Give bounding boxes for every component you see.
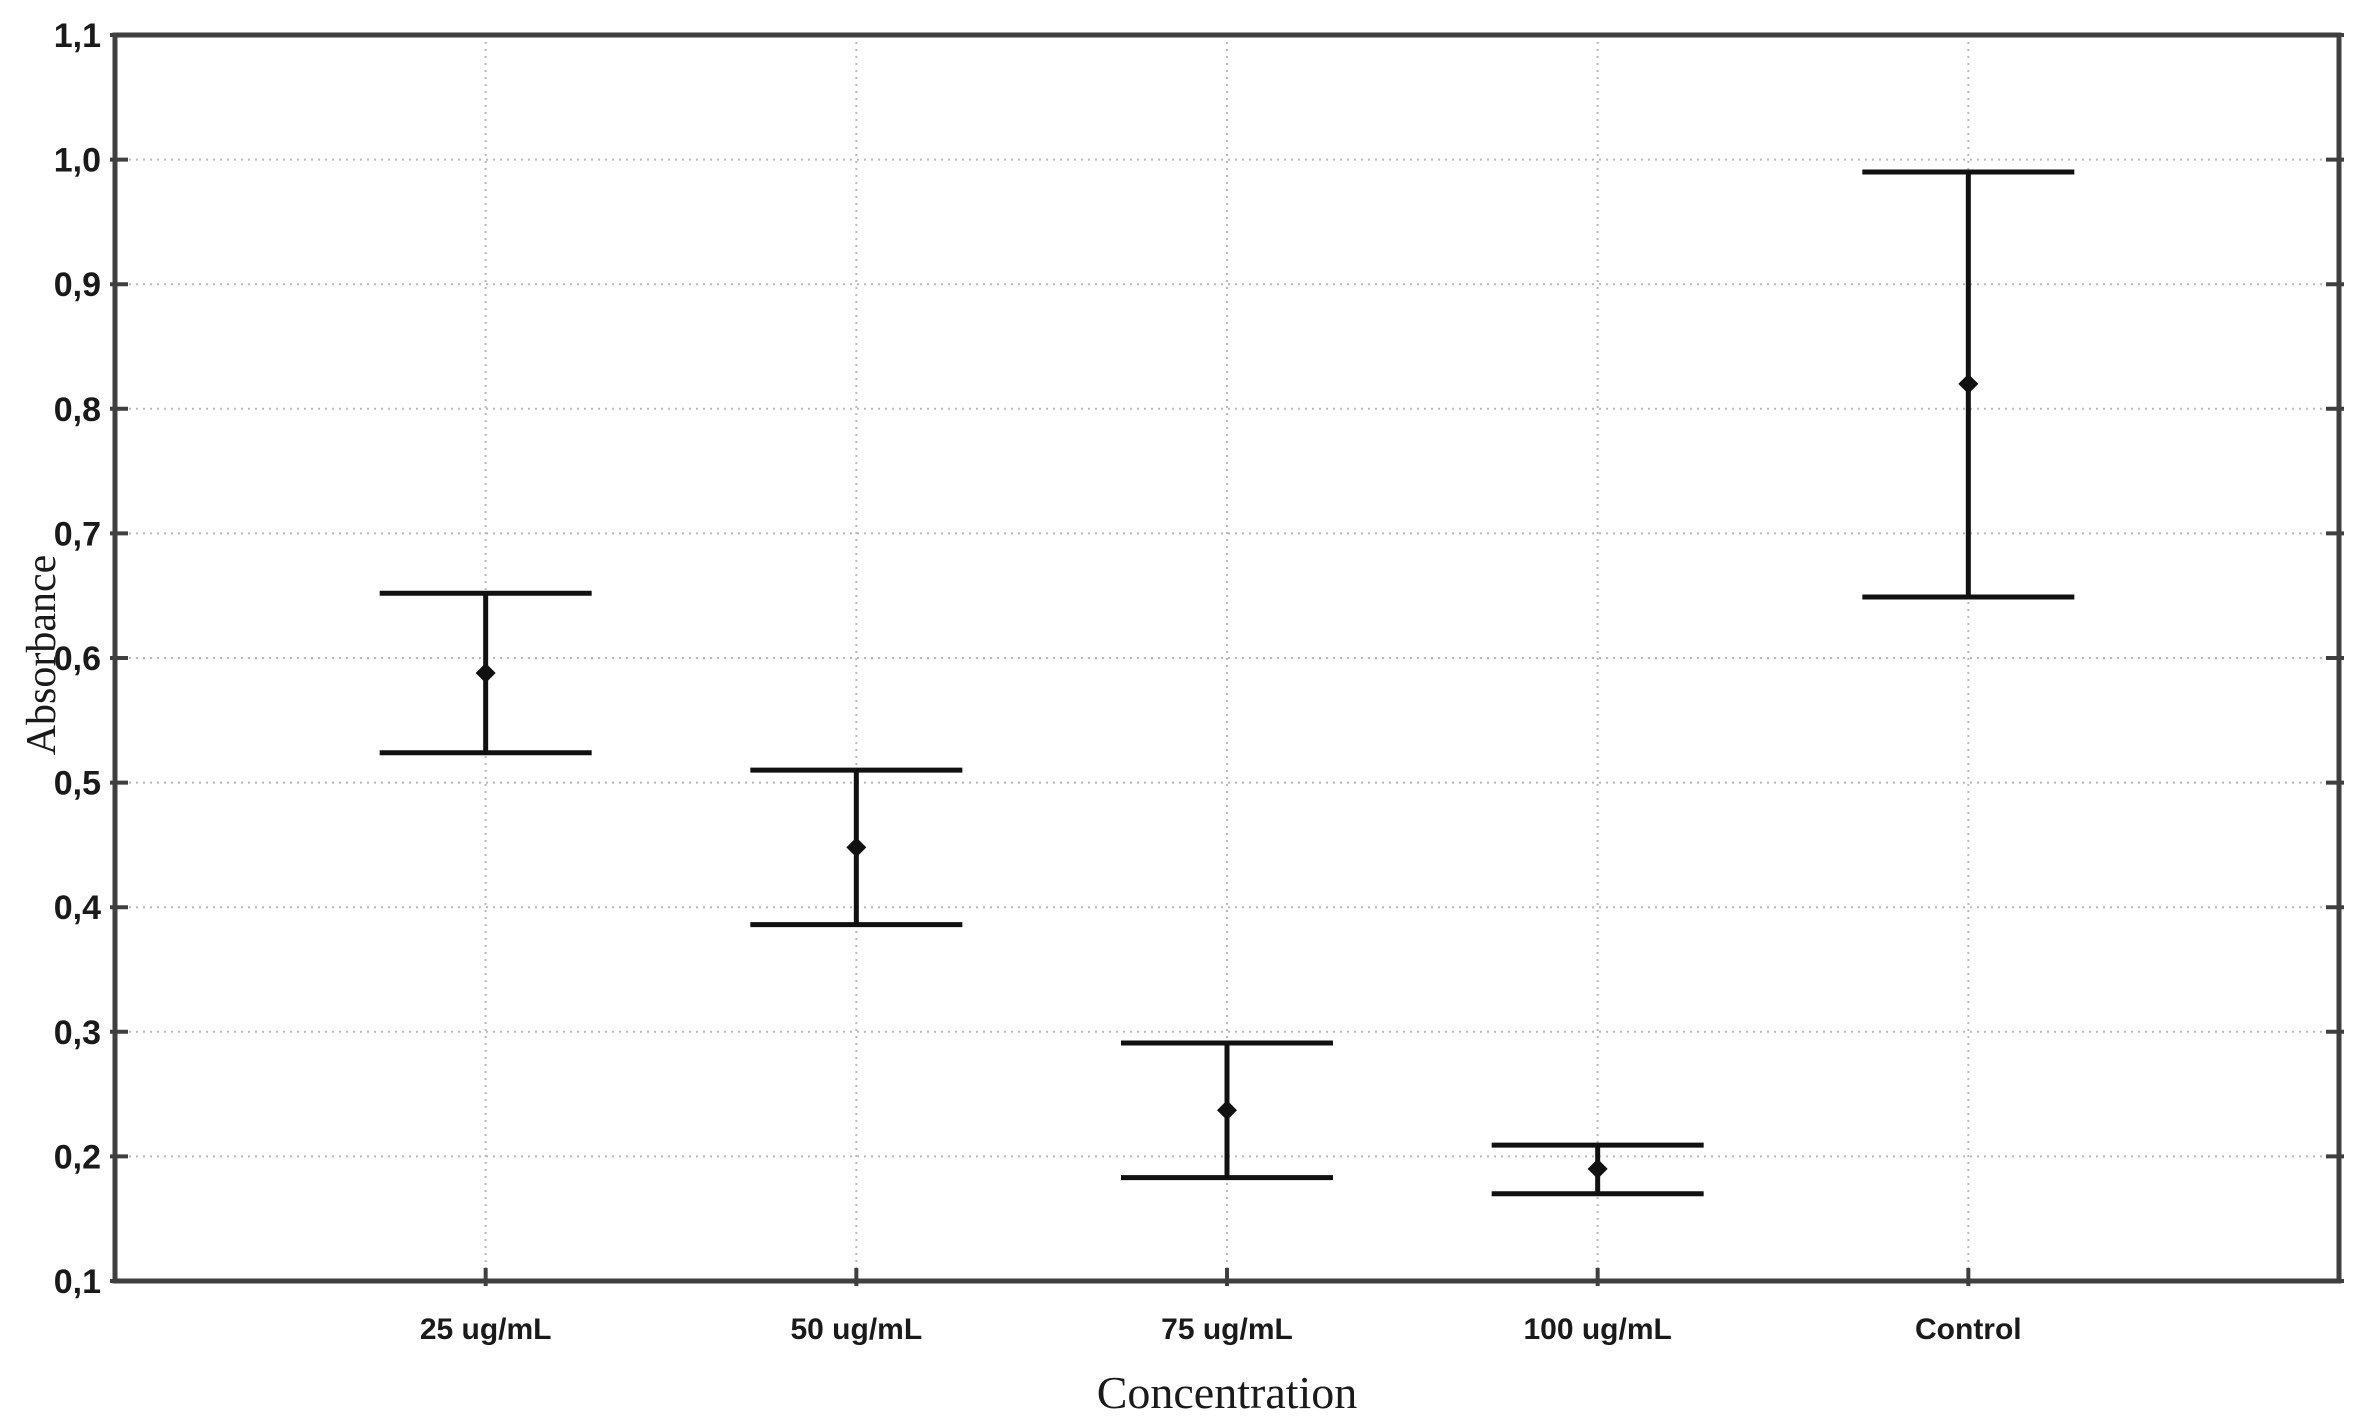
y-tick-label: 1,0 <box>54 142 101 180</box>
x-tick-label: 75 ug/mL <box>1161 1313 1293 1346</box>
mean-marker <box>1958 373 1979 394</box>
x-tick-label: 25 ug/mL <box>420 1313 552 1346</box>
mean-marker <box>846 837 867 858</box>
y-tick-label: 0,5 <box>54 765 101 803</box>
y-tick-label: 0,6 <box>54 640 101 678</box>
y-tick-label: 0,3 <box>54 1014 101 1052</box>
mean-marker <box>475 662 496 683</box>
plot-frame <box>112 32 2342 1284</box>
mean-marker <box>1587 1158 1608 1179</box>
y-tick-label: 1,1 <box>54 17 101 55</box>
mean-marker <box>1217 1100 1237 1121</box>
y-tick-label: 0,9 <box>54 266 101 304</box>
y-tick-label: 0,4 <box>54 889 101 927</box>
x-tick-label: 50 ug/mL <box>790 1313 922 1346</box>
y-tick-label: 0,2 <box>54 1138 101 1176</box>
y-tick-label: 0,7 <box>54 515 101 553</box>
y-tick-label: 0,8 <box>54 391 101 429</box>
x-axis-title: Concentration <box>1096 1367 1358 1418</box>
x-tick-label: 100 ug/mL <box>1523 1313 1671 1346</box>
y-tick-label: 0,1 <box>54 1263 101 1301</box>
x-tick-label: Control <box>1915 1313 2022 1346</box>
y-axis-title: Absorbance <box>19 554 65 756</box>
